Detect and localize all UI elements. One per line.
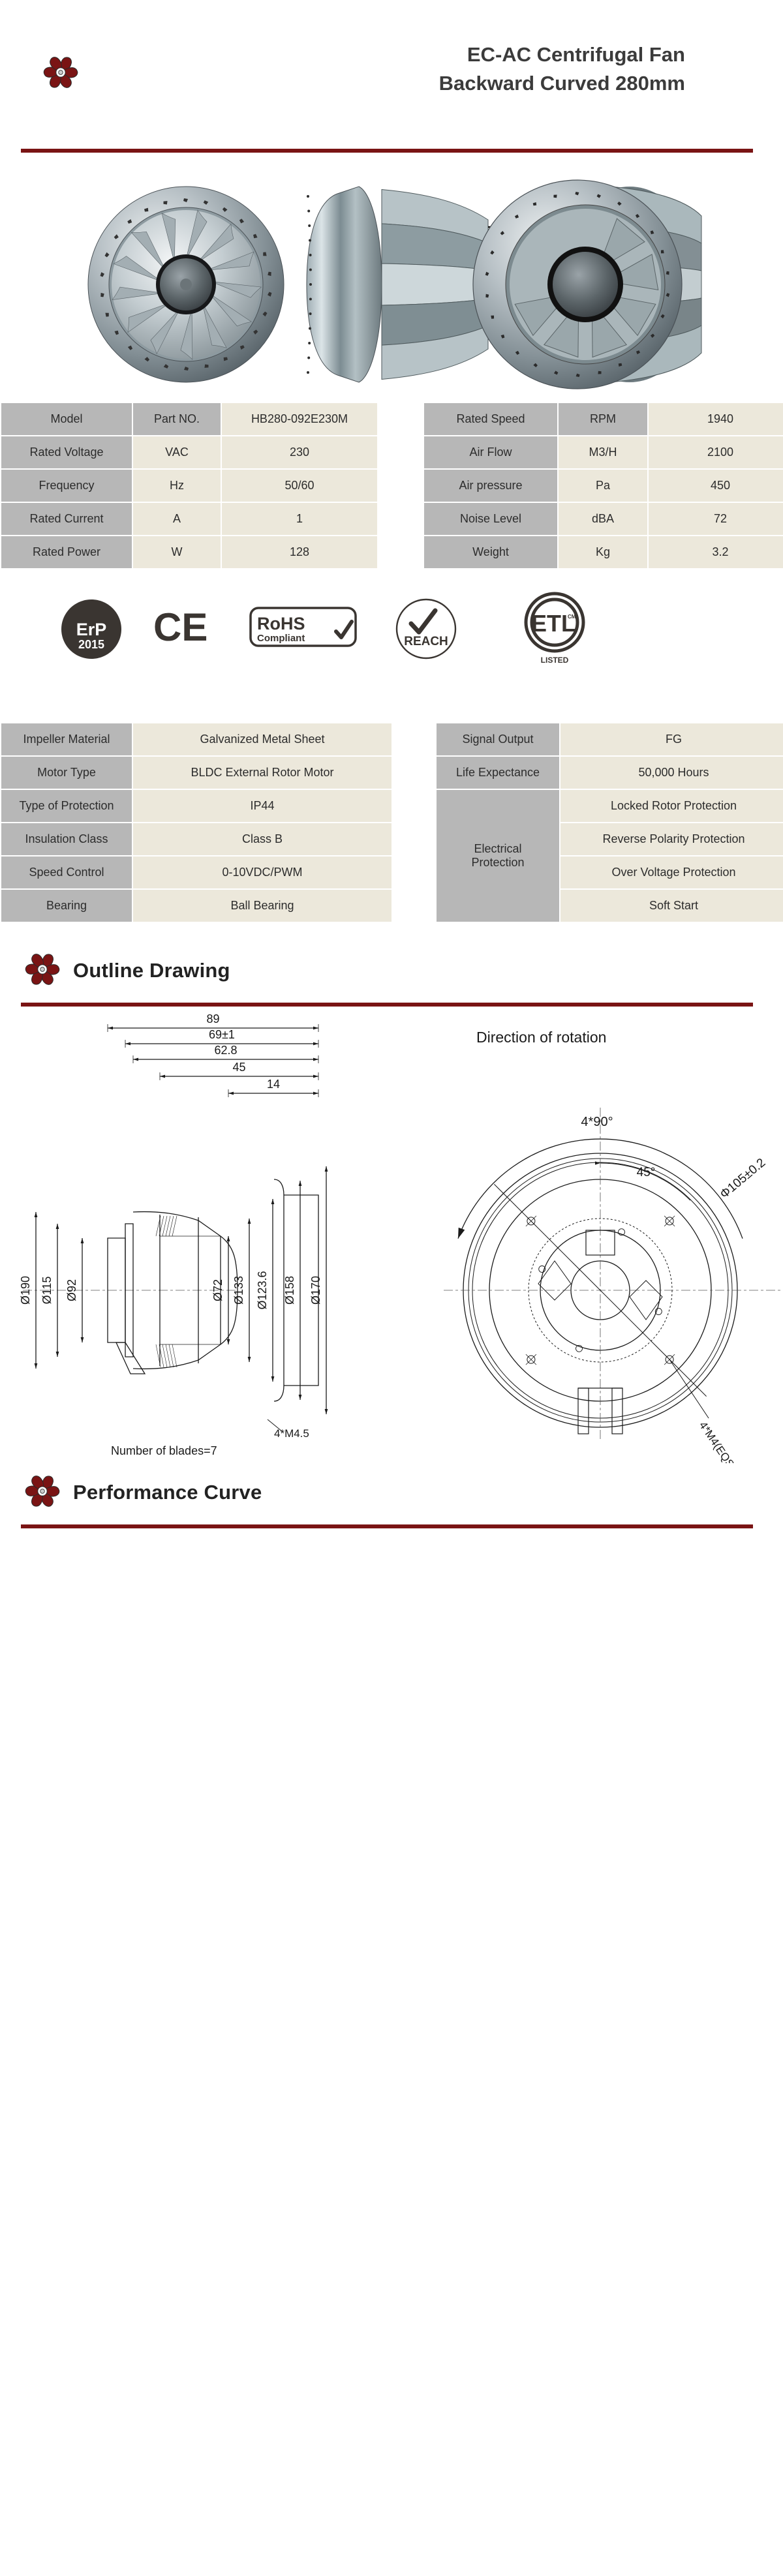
svg-text:2015: 2015: [78, 638, 104, 651]
svg-text:69±1: 69±1: [209, 1028, 235, 1041]
svg-text:14: 14: [267, 1078, 280, 1091]
svg-text:REACH: REACH: [404, 635, 448, 648]
svg-text:62.8: 62.8: [214, 1044, 237, 1057]
svg-text:Ø92: Ø92: [65, 1279, 78, 1301]
svg-text:Number of blades=7: Number of blades=7: [111, 1444, 217, 1457]
svg-text:RoHS: RoHS: [257, 614, 305, 633]
svg-text:Ø133: Ø133: [232, 1276, 245, 1305]
svg-text:Direction of rotation: Direction of rotation: [476, 1029, 606, 1046]
svg-text:ErP: ErP: [76, 620, 107, 639]
svg-text:Ø170: Ø170: [309, 1276, 322, 1305]
svg-text:45: 45: [232, 1061, 245, 1074]
svg-text:Ø190: Ø190: [19, 1276, 32, 1305]
svg-text:Φ105±0.2: Φ105±0.2: [718, 1156, 769, 1202]
svg-text:Compliant: Compliant: [257, 633, 305, 644]
svg-text:CE: CE: [153, 605, 207, 649]
svg-text:89: 89: [206, 1013, 219, 1025]
svg-text:Ø158: Ø158: [283, 1276, 296, 1305]
svg-text:45°: 45°: [637, 1166, 656, 1179]
svg-text:Ø123.6: Ø123.6: [256, 1271, 269, 1309]
svg-text:CM: CM: [568, 614, 576, 620]
svg-text:4*M4(EQS): 4*M4(EQS): [697, 1419, 739, 1463]
svg-text:4*90°: 4*90°: [581, 1115, 613, 1129]
svg-text:LISTED: LISTED: [541, 656, 569, 665]
svg-text:Ø115: Ø115: [40, 1277, 54, 1305]
svg-text:Ø72: Ø72: [211, 1279, 224, 1301]
